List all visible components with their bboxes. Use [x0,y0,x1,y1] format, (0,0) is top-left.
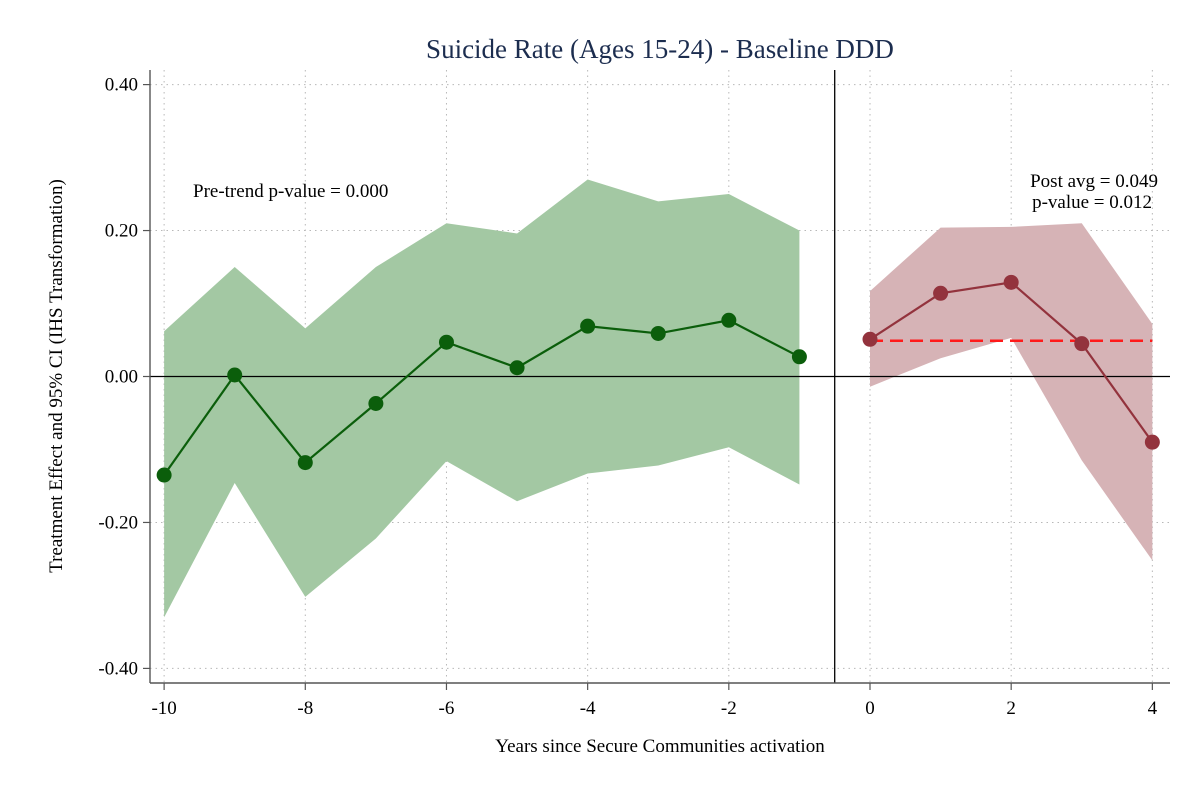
post-avg-annotation: Post avg = 0.049 [1030,171,1158,192]
y-tick-label: 0.20 [105,221,138,242]
x-tick-label: -10 [151,698,176,719]
x-axis-label: Years since Secure Communities activatio… [495,736,825,757]
data-point [368,396,384,412]
data-point [156,467,172,483]
data-point [438,334,454,350]
data-point [862,331,878,347]
ci-band-1 [164,179,800,618]
data-point [297,455,313,471]
x-tick-label: -2 [721,698,737,719]
ci-band-2 [870,223,1153,561]
data-point [1003,274,1019,290]
data-point [933,285,949,301]
x-tick-label: 4 [1148,698,1158,719]
x-tick-label: -4 [580,698,596,719]
chart-title: Suicide Rate (Ages 15-24) - Baseline DDD [426,34,894,64]
y-tick-label: -0.20 [98,512,138,533]
data-point [650,325,666,341]
data-point [721,312,737,328]
x-tick-label: 2 [1006,698,1016,719]
data-point [580,318,596,334]
x-tick-label: 0 [865,698,875,719]
y-axis-label: Treatment Effect and 95% CI (IHS Transfo… [46,179,67,573]
data-point [509,360,525,376]
axes: -0.40 -0.20 0.00 0.20 0.40 -10 -8 -6 -4 -2 0 2 4 [98,70,1170,719]
y-tick-label: 0.40 [105,75,138,96]
data-point [1074,336,1090,352]
reference-lines [150,70,1170,683]
confidence-bands [164,179,1153,618]
data-point [1144,434,1160,450]
data-point [227,367,243,383]
x-tick-label: -6 [439,698,455,719]
y-tick-label: 0.00 [105,367,138,388]
pretrend-annotation: Pre-trend p-value = 0.000 [193,181,388,202]
x-tick-label: -8 [297,698,313,719]
y-tick-label: -0.40 [98,658,138,679]
series-lines [156,274,1160,483]
data-point [791,349,807,365]
series-line-1 [163,319,800,476]
post-pvalue-annotation: p-value = 0.012 [1032,192,1152,213]
